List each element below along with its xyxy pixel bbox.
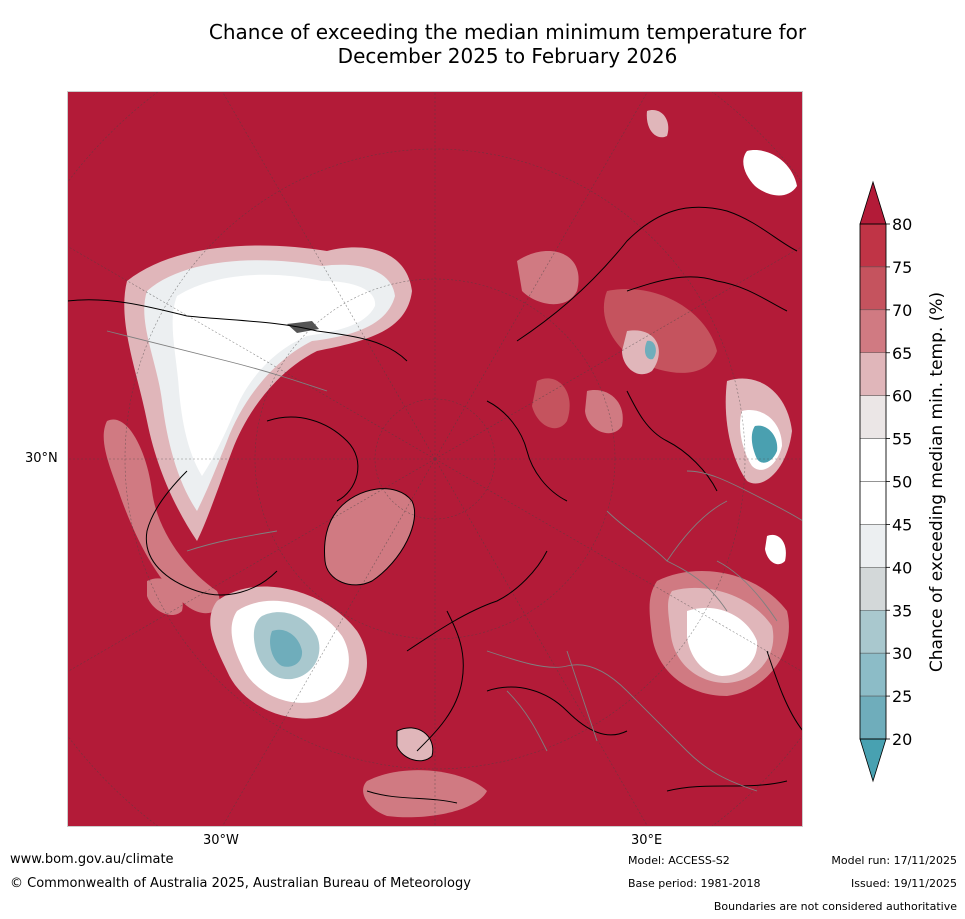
region-asia xyxy=(517,110,797,484)
colorbar-tick-label: 35 xyxy=(892,601,912,620)
footer-issued: Issued: 19/11/2025 xyxy=(850,877,957,890)
colorbar-band xyxy=(859,567,887,611)
footer-model-run: Model run: 17/11/2025 xyxy=(831,854,957,867)
colorbar-band xyxy=(859,438,887,482)
forecast-map xyxy=(67,91,803,827)
coastlines xyxy=(67,206,803,804)
region-greenland xyxy=(324,488,415,585)
footer-url[interactable]: www.bom.gov.au/climate xyxy=(10,852,174,867)
region-middle-east xyxy=(649,534,789,696)
region-iberia xyxy=(397,727,433,761)
colorbar-tick-label: 40 xyxy=(892,558,912,577)
colorbar-tick-label: 45 xyxy=(892,515,912,534)
colorbar-tick-label: 65 xyxy=(892,344,912,363)
map-title: Chance of exceeding the median minimum t… xyxy=(0,20,965,68)
colorbar-tick-label: 30 xyxy=(892,644,912,663)
colorbar-over-triangle xyxy=(859,180,887,225)
region-mediterranean xyxy=(363,770,487,818)
colorbar-tick-label: 50 xyxy=(892,473,912,492)
colorbar-label: Chance of exceeding median min. temp. (%… xyxy=(927,292,947,672)
title-line-2: December 2025 to February 2026 xyxy=(337,44,678,68)
colorbar-band xyxy=(859,266,887,311)
colorbar: 80 75 70 65 60 55 50 45 40 35 30 25 20 Chance of exc… xyxy=(859,180,947,783)
footer-copyright: © Commonwealth of Australia 2025, Austra… xyxy=(10,876,471,891)
footer-base-period: Base period: 1981-2018 xyxy=(628,877,761,890)
lon-label-30w: 30°W xyxy=(203,833,239,848)
country-borders xyxy=(106,330,803,792)
footer-disclaimer: Boundaries are not considered authoritat… xyxy=(713,900,957,913)
graticule xyxy=(67,91,803,827)
colorbar-band xyxy=(859,481,887,525)
colorbar-band xyxy=(859,524,887,568)
map-frame xyxy=(67,91,803,827)
colorbar-band xyxy=(859,395,887,439)
colorbar-band xyxy=(859,610,887,654)
colorbar-band xyxy=(859,695,887,740)
colorbar-band xyxy=(859,352,887,396)
lat-label-30n: 30°N xyxy=(25,451,58,466)
colorbar-band xyxy=(859,223,887,268)
region-north-america-low xyxy=(103,245,413,614)
title-line-1: Chance of exceeding the median minimum t… xyxy=(208,20,807,44)
colorbar-tick-label: 60 xyxy=(892,387,912,406)
colorbar-band xyxy=(859,309,887,353)
colorbar-tick-label: 80 xyxy=(892,215,912,234)
colorbar-tick-label: 75 xyxy=(892,258,912,277)
lon-label-30e: 30°E xyxy=(631,833,663,848)
colorbar-band xyxy=(859,652,887,697)
colorbar-tick-label: 70 xyxy=(892,301,912,320)
region-eastern-north-america xyxy=(147,578,367,719)
colorbar-tick-label: 20 xyxy=(892,730,912,749)
colorbar-tick-label: 25 xyxy=(892,687,912,706)
footer-model: Model: ACCESS-S2 xyxy=(628,854,730,867)
colorbar-under-triangle xyxy=(859,738,887,783)
colorbar-tick-label: 55 xyxy=(892,430,912,449)
